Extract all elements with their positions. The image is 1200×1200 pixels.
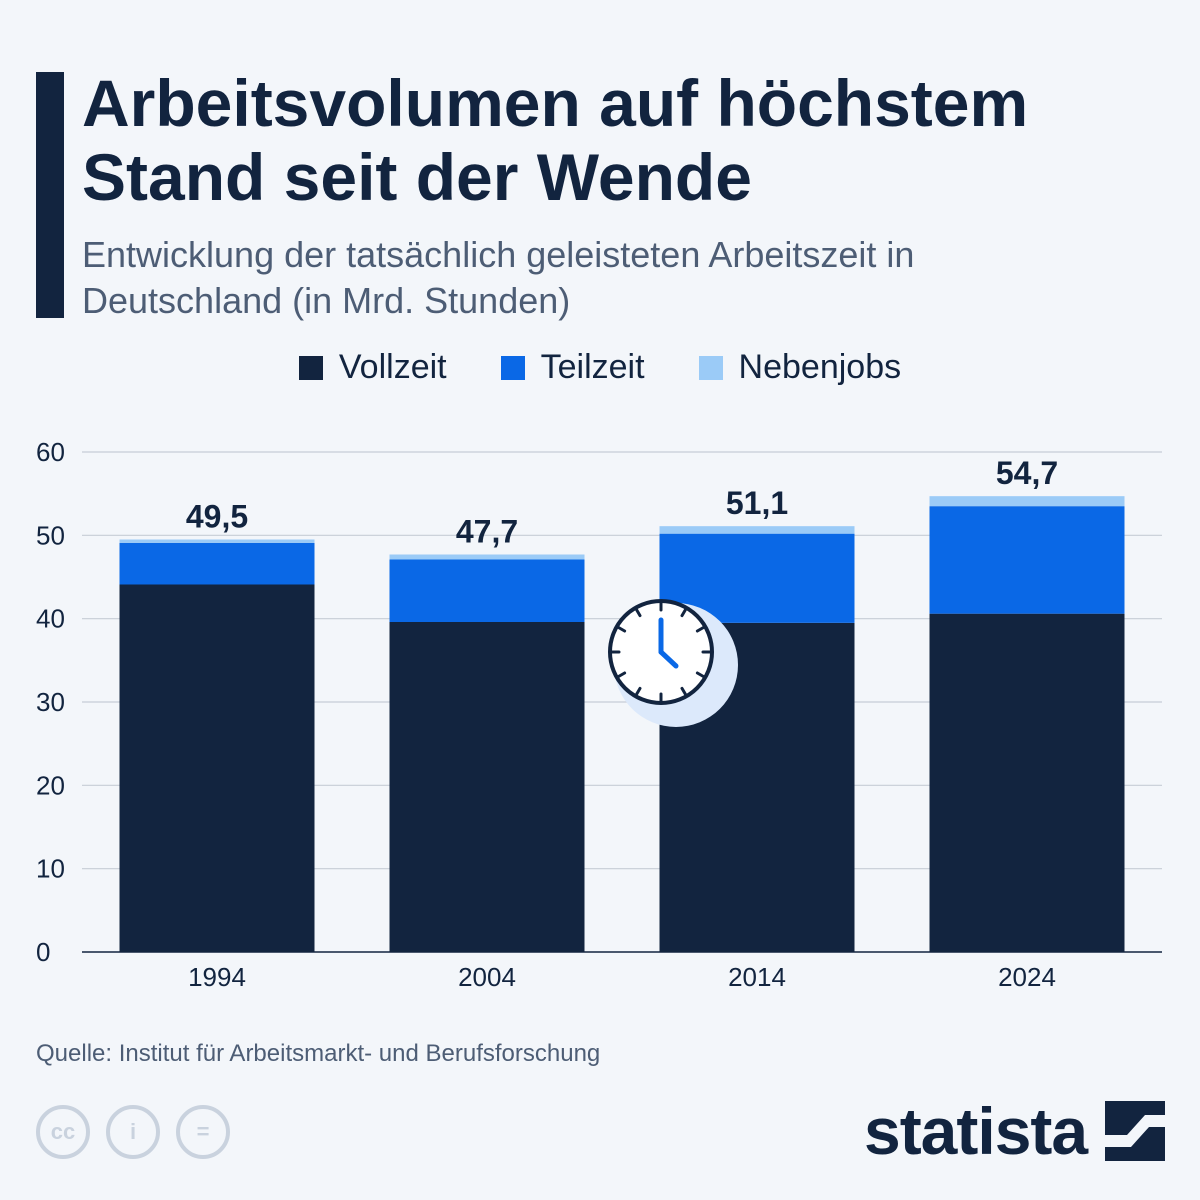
by-icon: i xyxy=(106,1105,160,1159)
bar-vollzeit-2024 xyxy=(929,613,1125,952)
legend-swatch-nebenjobs xyxy=(698,355,723,380)
total-label: 54,7 xyxy=(996,455,1058,491)
statista-logo-icon xyxy=(1105,1101,1166,1161)
bar-nebenjobs-2024 xyxy=(929,496,1125,507)
clock-tick xyxy=(695,626,705,633)
total-label: 49,5 xyxy=(186,499,248,535)
clock-tick xyxy=(635,686,642,696)
stacked-bar-chart: 0 10 20 30 40 50 60 49,5 1994 47,7 2004 51,1 2014 54,… xyxy=(36,437,1162,992)
legend-label-vollzeit: Vollzeit xyxy=(338,348,447,386)
title-accent-bar xyxy=(36,72,64,318)
y-tick-label: 50 xyxy=(36,520,65,550)
y-tick-label: 40 xyxy=(36,604,65,634)
clock-icon xyxy=(608,599,738,727)
legend-swatch-teilzeit xyxy=(500,355,525,380)
legend-item-teilzeit: Teilzeit xyxy=(500,348,645,387)
clock-tick xyxy=(680,608,687,618)
chart-title: Arbeitsvolumen auf höchstem Stand seit d… xyxy=(82,66,1029,214)
total-label: 47,7 xyxy=(456,514,518,550)
legend-label-teilzeit: Teilzeit xyxy=(540,348,645,386)
y-tick-label: 30 xyxy=(36,687,65,717)
x-tick-label: 2024 xyxy=(998,962,1056,992)
clock-tick xyxy=(635,608,642,618)
y-tick-label: 20 xyxy=(36,770,65,800)
legend: Vollzeit Teilzeit Nebenjobs xyxy=(0,348,1200,387)
clock-tick xyxy=(680,686,687,696)
legend-swatch-vollzeit xyxy=(298,355,323,380)
license-icons: cc i = xyxy=(36,1105,230,1159)
y-tick-label: 0 xyxy=(36,937,50,967)
statista-brand[interactable]: statista xyxy=(864,1094,1166,1168)
clock-tick xyxy=(617,626,627,633)
y-tick-label: 10 xyxy=(36,854,65,884)
bar-nebenjobs-2014 xyxy=(659,526,855,534)
x-tick-label: 1994 xyxy=(188,962,246,992)
bar-teilzeit-1994 xyxy=(119,542,315,585)
nd-icon: = xyxy=(176,1105,230,1159)
cc-icon: cc xyxy=(36,1105,90,1159)
statista-wordmark: statista xyxy=(864,1094,1088,1168)
source-note: Quelle: Institut für Arbeitsmarkt- und B… xyxy=(36,1040,601,1067)
x-tick-label: 2004 xyxy=(458,962,516,992)
bar-nebenjobs-2004 xyxy=(389,554,585,560)
x-tick-label: 2014 xyxy=(728,962,786,992)
clock-tick xyxy=(617,671,627,678)
clock-hand-hour xyxy=(658,649,679,669)
y-tick-label: 60 xyxy=(36,437,65,467)
bar-nebenjobs-1994 xyxy=(119,539,315,543)
legend-item-nebenjobs: Nebenjobs xyxy=(698,348,902,387)
bar-teilzeit-2024 xyxy=(929,506,1125,614)
bar-vollzeit-1994 xyxy=(119,584,315,952)
bar-vollzeit-2004 xyxy=(389,622,585,952)
clock-tick xyxy=(695,671,705,678)
total-label: 51,1 xyxy=(726,485,788,521)
legend-item-vollzeit: Vollzeit xyxy=(298,348,447,387)
bar-teilzeit-2004 xyxy=(389,559,585,622)
chart-subtitle: Entwicklung der tatsächlich geleisteten … xyxy=(82,234,915,321)
legend-label-nebenjobs: Nebenjobs xyxy=(738,348,902,386)
